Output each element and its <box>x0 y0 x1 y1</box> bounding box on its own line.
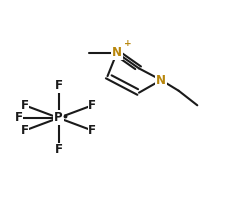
Text: F: F <box>15 112 23 125</box>
Text: F: F <box>21 124 29 137</box>
Text: F: F <box>55 79 63 92</box>
Text: F: F <box>88 99 96 112</box>
Text: +: + <box>124 39 132 48</box>
Text: F: F <box>55 143 63 156</box>
Text: P: P <box>54 112 63 125</box>
Text: N: N <box>156 73 166 86</box>
Text: F: F <box>88 124 96 137</box>
Text: F: F <box>21 99 29 112</box>
Text: N: N <box>112 46 122 59</box>
